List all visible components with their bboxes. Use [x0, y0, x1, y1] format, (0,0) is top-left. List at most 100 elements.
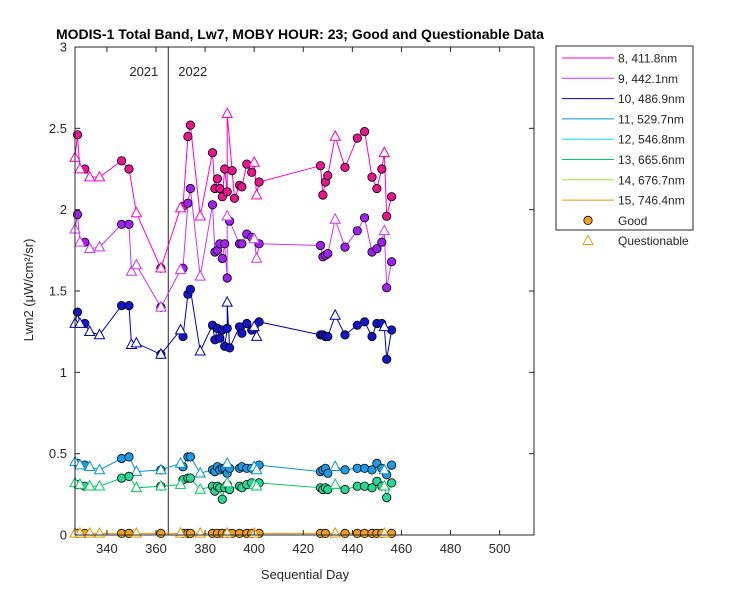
questionable-point-s2-7 — [174, 323, 187, 335]
y-tick-label: 2 — [60, 202, 67, 217]
legend-questionable-marker — [582, 234, 594, 245]
series-line-2 — [74, 287, 393, 360]
questionable-point-s5-5 — [155, 479, 167, 491]
questionable-point-s2-6 — [155, 347, 167, 359]
x-axis-label: Sequential Day — [261, 567, 350, 582]
questionable-point-s0-4 — [130, 206, 143, 218]
x-tick-label: 340 — [96, 541, 118, 556]
x-tick-label: 420 — [292, 541, 314, 556]
questionable-point-s1-8 — [194, 269, 207, 281]
good-point-s0-6 — [183, 131, 193, 142]
questionable-point-s0-9 — [248, 155, 261, 167]
good-point-s1-8 — [207, 200, 218, 210]
x-tick-label: 360 — [145, 541, 167, 556]
good-point-s0-33 — [386, 192, 397, 202]
good-point-s0-26 — [340, 162, 350, 172]
x-tick-label: 440 — [342, 541, 364, 556]
questionable-point-s0-3 — [93, 170, 106, 182]
questionable-point-s1-10 — [248, 232, 261, 244]
good-point-s2-3 — [124, 300, 134, 311]
legend-entry-label: 12, 546.8nm — [618, 133, 685, 147]
good-point-s5-24 — [323, 484, 333, 495]
questionable-point-s5-2 — [83, 479, 96, 491]
questionable-point-s3-4 — [130, 465, 143, 476]
questionable-point-s1-7 — [174, 263, 187, 275]
series-line-0 — [74, 113, 393, 270]
legend-questionable-label: Questionable — [618, 234, 689, 248]
good-point-s1-3 — [124, 219, 134, 229]
good-point-s3-7 — [185, 452, 195, 462]
questionable-point-s0-7 — [194, 209, 207, 221]
good-point-s5-31 — [382, 492, 392, 503]
questionable-point-s5-12 — [378, 479, 391, 491]
x-tick-label: 500 — [489, 541, 511, 556]
y-tick-label: 0.5 — [49, 446, 67, 461]
questionable-point-s3-1 — [74, 458, 86, 470]
good-point-s0-14 — [222, 187, 232, 197]
year-label-right: 2022 — [178, 64, 207, 79]
questionable-point-s0-6 — [174, 201, 187, 213]
questionable-point-s3-3 — [93, 463, 106, 475]
good-point-s2-27 — [359, 317, 370, 327]
good-point-s7-4 — [156, 528, 166, 539]
questionable-point-s1-9 — [221, 209, 234, 221]
questionable-point-s3-11 — [329, 460, 342, 471]
legend-entry-label: 13, 665.6nm — [618, 153, 685, 167]
questionable-point-s2-8 — [194, 344, 207, 356]
good-point-s1-31 — [382, 283, 392, 293]
questionable-point-s5-8 — [221, 476, 234, 488]
good-point-s5-27 — [359, 481, 370, 491]
questionable-point-s0-12 — [378, 146, 391, 158]
good-point-s3-2 — [117, 453, 127, 464]
questionable-point-s2-9 — [221, 295, 234, 307]
good-point-s5-2 — [117, 473, 127, 483]
y-tick-label: 1.5 — [49, 284, 67, 299]
good-point-s0-31 — [377, 164, 387, 174]
questionable-point-s1-2 — [83, 242, 96, 254]
questionable-point-s2-11 — [250, 329, 263, 341]
questionable-point-s3-12 — [378, 463, 391, 475]
good-point-s0-8 — [207, 148, 218, 158]
questionable-point-s3-10 — [250, 463, 263, 475]
legend-entry-label: 11, 529.7nm — [618, 112, 684, 126]
good-point-s0-10 — [212, 174, 222, 184]
questionable-point-s1-5 — [130, 258, 143, 270]
y-tick-label: 0 — [60, 528, 67, 543]
good-point-s2-11 — [215, 333, 225, 343]
questionable-point-s5-7 — [194, 482, 207, 494]
x-tick-label: 400 — [243, 541, 265, 556]
questionable-point-s0-1 — [74, 162, 86, 174]
questionable-point-s2-10 — [248, 320, 261, 332]
plot-background — [75, 47, 534, 535]
good-point-s3-27 — [359, 463, 370, 473]
good-point-s3-3 — [124, 452, 134, 462]
good-point-s5-12 — [217, 494, 227, 504]
good-point-s2-17 — [237, 328, 247, 338]
good-point-s1-27 — [359, 213, 370, 223]
good-point-s0-28 — [359, 127, 370, 137]
good-point-s1-13 — [220, 239, 230, 249]
good-point-s0-15 — [227, 166, 237, 176]
good-point-s0-23 — [318, 190, 328, 200]
questionable-point-s1-3 — [93, 240, 106, 252]
questionable-point-s5-11 — [329, 478, 342, 489]
good-point-s2-14 — [222, 323, 232, 333]
x-tick-label: 380 — [194, 541, 216, 556]
questionable-point-s1-4 — [125, 264, 138, 276]
good-point-s2-18 — [242, 318, 252, 329]
good-point-s5-28 — [367, 483, 377, 493]
good-point-s5-25 — [340, 484, 350, 495]
questionable-point-s3-6 — [174, 456, 187, 468]
good-point-s2-15 — [225, 343, 235, 353]
legend-entry-label: 14, 676.7nm — [618, 173, 685, 187]
questionable-point-s2-13 — [378, 320, 391, 332]
good-point-s0-7 — [185, 120, 195, 130]
legend-good-marker — [583, 215, 593, 225]
questionable-point-s0-2 — [83, 170, 96, 182]
questionable-point-s5-4 — [130, 481, 143, 493]
good-point-s1-25 — [340, 242, 350, 252]
questionable-point-s0-10 — [250, 188, 263, 200]
good-point-s5-3 — [124, 471, 134, 481]
year-label-left: 2021 — [129, 64, 158, 79]
questionable-point-s2-1 — [74, 316, 86, 328]
